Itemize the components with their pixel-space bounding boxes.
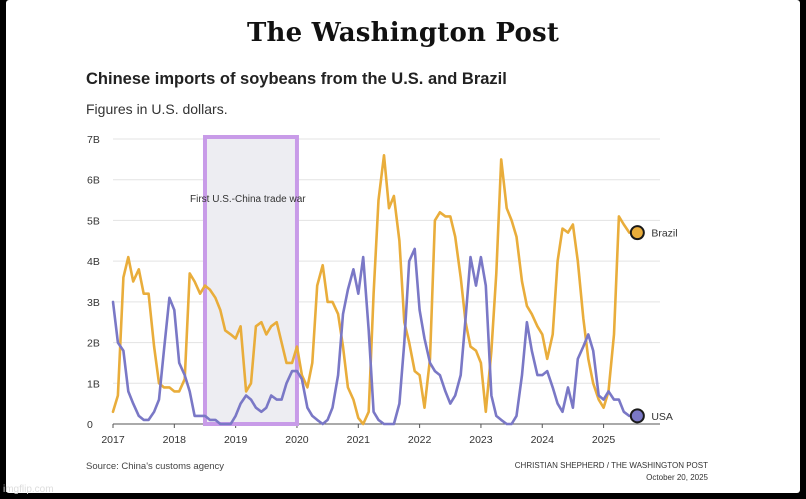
chart-source: Source: China's customs agency (86, 461, 225, 472)
x-tick-label: 2024 (531, 434, 555, 446)
x-tick-label: 2020 (285, 434, 309, 446)
x-tick-label: 2023 (469, 434, 493, 446)
series-label-brazil: Brazil (651, 228, 677, 240)
masthead-logo: The Washington Post (246, 18, 560, 48)
credit-date: October 20, 2025 (646, 473, 708, 482)
credit-author: CHRISTIAN SHEPHERD / THE WASHINGTON POST (514, 461, 708, 470)
y-tick-label: 1B (87, 378, 100, 390)
y-tick-label: 4B (87, 256, 100, 268)
y-tick-label: 0 (87, 419, 93, 431)
chart-title: Chinese imports of soybeans from the U.S… (86, 70, 507, 88)
chart-card (6, 0, 800, 493)
y-tick-label: 3B (87, 297, 100, 309)
series-end-marker-brazil (629, 225, 645, 241)
y-tick-label: 7B (87, 134, 100, 146)
trade-war-label: First U.S.-China trade war (190, 194, 306, 205)
watermark: imgflip.com (3, 484, 54, 495)
x-tick-label: 2019 (224, 434, 248, 446)
x-tick-label: 2018 (163, 434, 187, 446)
x-tick-label: 2022 (408, 434, 432, 446)
x-tick-label: 2021 (347, 434, 371, 446)
x-tick-label: 2017 (101, 434, 125, 446)
y-tick-label: 5B (87, 215, 100, 227)
y-tick-label: 2B (87, 338, 100, 350)
series-end-marker-usa (629, 408, 645, 424)
series-label-usa: USA (651, 411, 673, 423)
chart-credit: CHRISTIAN SHEPHERD / THE WASHINGTON POST… (515, 460, 708, 484)
y-tick-label: 6B (87, 175, 100, 187)
series-line-usa (111, 247, 631, 426)
x-tick-label: 2025 (592, 434, 616, 446)
chart-subtitle: Figures in U.S. dollars. (86, 101, 228, 117)
